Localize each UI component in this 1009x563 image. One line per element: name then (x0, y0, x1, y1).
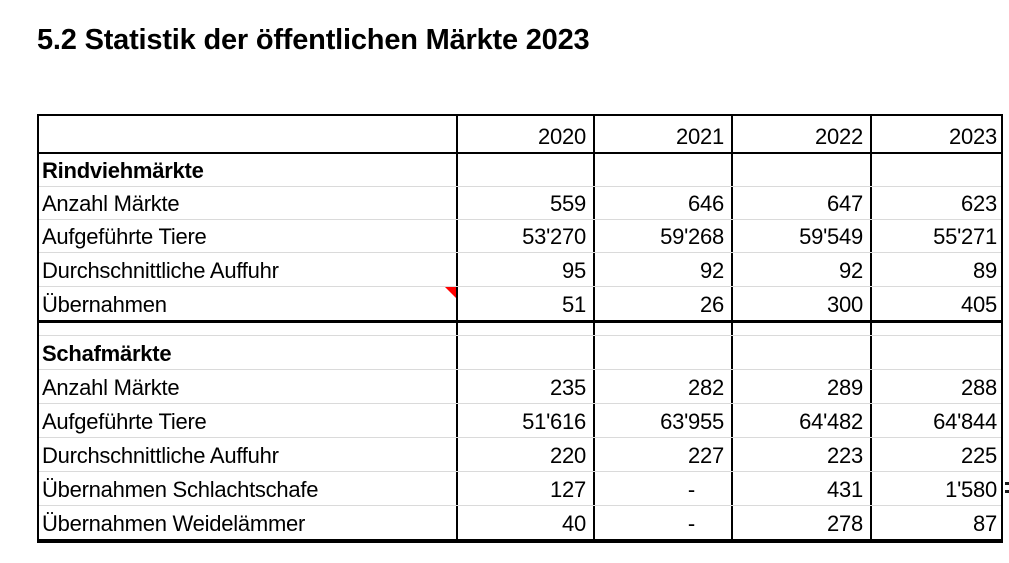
row-label: Übernahmen (39, 287, 458, 320)
value-cell: 26 (595, 287, 733, 320)
value-cell: 623 (961, 191, 997, 216)
value-cell: 282 (595, 370, 733, 403)
table-row: Übernahmen 51 26 300 405 (39, 287, 1001, 323)
value-cell: 64'844 (933, 409, 997, 434)
value-cell: 51 (458, 287, 595, 320)
value-cell: 235 (458, 370, 595, 403)
row-label: Aufgeführte Tiere (39, 404, 458, 437)
table-row: Durchschnittliche Auffuhr 95 92 92 89 (39, 253, 1001, 287)
empty-cell (733, 154, 872, 186)
value-cell: 59'268 (595, 220, 733, 252)
empty-cell (458, 323, 595, 335)
table-header-row: 2020 2021 2022 2023 (39, 116, 1001, 154)
table-row: Anzahl Märkte 559 646 647 623 (39, 187, 1001, 220)
value-cell: 646 (595, 187, 733, 219)
table-row: Durchschnittliche Auffuhr 220 227 223 22… (39, 438, 1001, 472)
corner-cell (39, 116, 458, 152)
value-cell: 220 (458, 438, 595, 471)
clipped-glyph-fragment (1005, 482, 1009, 493)
row-label: Durchschnittliche Auffuhr (39, 253, 458, 286)
empty-cell (458, 336, 595, 369)
table-row: Übernahmen Weidelämmer 40 - 278 87 (39, 506, 1001, 539)
value-cell: 405 (961, 292, 997, 317)
row-label: Durchschnittliche Auffuhr (39, 438, 458, 471)
row-label: Anzahl Märkte (39, 370, 458, 403)
value-cell: 227 (595, 438, 733, 471)
row-label: Übernahmen Weidelämmer (39, 506, 458, 539)
section-header-row: Schafmärkte (39, 336, 1001, 370)
year-column-header: 2020 (458, 116, 595, 152)
value-cell: 55'271 (933, 224, 997, 249)
year-column-header: 2022 (733, 116, 872, 152)
empty-cell (595, 154, 733, 186)
empty-cell (872, 323, 1001, 335)
empty-cell (733, 323, 872, 335)
value-cell: 223 (733, 438, 872, 471)
statistics-table: 2020 2021 2022 2023 Rindviehmärkte Anzah… (37, 114, 1003, 543)
value-cell: 51'616 (458, 404, 595, 437)
value-cell: 92 (733, 253, 872, 286)
empty-cell (733, 336, 872, 369)
table-row: Aufgeführte Tiere 53'270 59'268 59'549 5… (39, 220, 1001, 253)
value-cell: 647 (733, 187, 872, 219)
empty-cell (872, 336, 1001, 369)
value-cell: 289 (733, 370, 872, 403)
year-column-header: 2021 (595, 116, 733, 152)
value-cell: - (595, 472, 733, 505)
value-cell: - (595, 506, 733, 539)
page-title: 5.2 Statistik der öffentlichen Märkte 20… (37, 24, 590, 56)
section-header-label: Rindviehmärkte (39, 154, 458, 186)
row-label: Übernahmen Schlachtschafe (39, 472, 458, 505)
value-cell: 53'270 (458, 220, 595, 252)
value-cell: 40 (458, 506, 595, 539)
value-cell: 63'955 (595, 404, 733, 437)
table-row: Aufgeführte Tiere 51'616 63'955 64'482 6… (39, 404, 1001, 438)
value-cell: 288 (961, 375, 997, 400)
section-rindviehmaerkte: Rindviehmärkte Anzahl Märkte 559 646 647… (39, 154, 1001, 323)
empty-cell (872, 154, 1001, 186)
value-cell: 559 (458, 187, 595, 219)
section-header-row: Rindviehmärkte (39, 154, 1001, 187)
empty-cell (595, 336, 733, 369)
comment-marker-icon (445, 287, 456, 298)
row-label: Aufgeführte Tiere (39, 220, 458, 252)
empty-cell (595, 323, 733, 335)
value-cell: 225 (961, 443, 997, 468)
value-cell: 64'482 (733, 404, 872, 437)
value-cell: 1'580 (945, 477, 997, 502)
empty-cell (39, 323, 458, 335)
row-label-text: Übernahmen (42, 292, 167, 317)
value-cell: 278 (733, 506, 872, 539)
value-cell: 89 (973, 258, 997, 283)
value-cell: 300 (733, 287, 872, 320)
value-cell: 92 (595, 253, 733, 286)
table-row: Anzahl Märkte 235 282 289 288 (39, 370, 1001, 404)
value-cell: 431 (733, 472, 872, 505)
value-cell: 87 (973, 511, 997, 536)
year-column-header: 2023 (949, 124, 997, 149)
table-row: Übernahmen Schlachtschafe 127 - 431 1'58… (39, 472, 1001, 506)
value-cell: 59'549 (733, 220, 872, 252)
value-cell: 95 (458, 253, 595, 286)
value-cell: 127 (458, 472, 595, 505)
section-header-label: Schafmärkte (39, 336, 458, 369)
section-schafmaerkte: Schafmärkte Anzahl Märkte 235 282 289 28… (39, 336, 1001, 539)
row-label: Anzahl Märkte (39, 187, 458, 219)
empty-cell (458, 154, 595, 186)
section-spacer-row (39, 323, 1001, 336)
